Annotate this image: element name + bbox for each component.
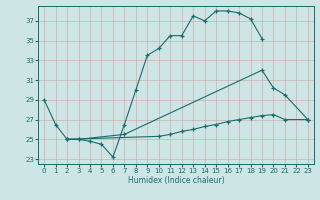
X-axis label: Humidex (Indice chaleur): Humidex (Indice chaleur) — [128, 176, 224, 185]
